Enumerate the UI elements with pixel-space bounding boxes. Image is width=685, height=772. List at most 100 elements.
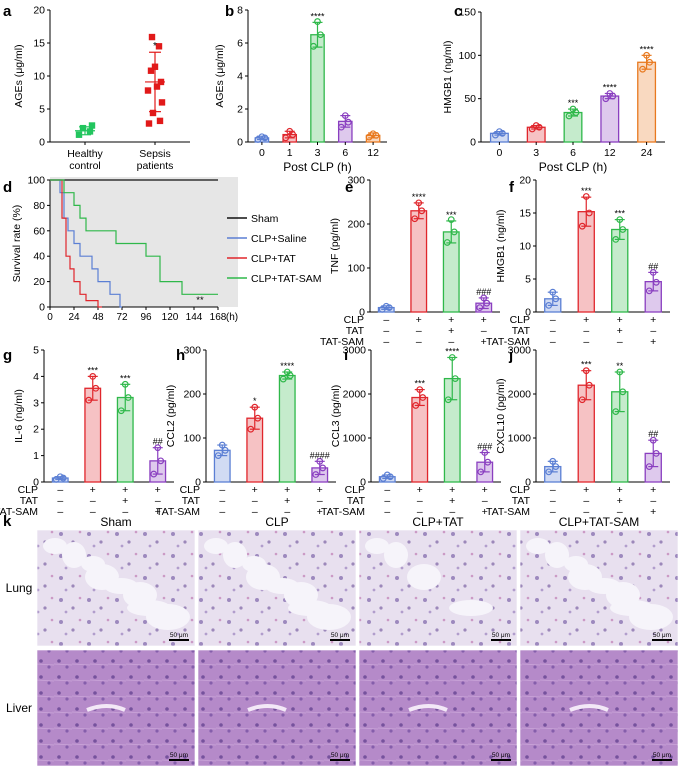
significance-label: ## [153,437,163,447]
data-point [279,375,287,383]
data-point [412,402,420,409]
data-point [154,444,162,452]
data-point [337,123,345,131]
treatment-row-label: TAT [346,325,365,337]
data-point [639,65,646,73]
treatment-row-label: CLP [510,314,530,326]
scale-bar-label: 50 μm [492,632,510,639]
data-point [578,222,586,230]
micrograph-lung-1: 50 μm [197,529,357,647]
scale-bar-label: 50 μm [331,632,349,639]
data-point [496,128,503,136]
y-tick-label: 200 [183,389,201,401]
data-point [89,373,97,380]
treatment-sign: + [650,506,656,518]
treatment-sign: – [417,495,423,507]
data-point [477,468,485,476]
data-point [483,299,491,307]
data-point [565,112,573,120]
data-point [156,117,164,125]
treatment-sign: + [583,484,589,496]
data-point [319,464,327,472]
data-point [645,463,653,471]
y-tick-label: 0 [525,477,531,489]
treatment-sign: – [384,506,390,518]
chart-b: 0 2 4 6 8 AGEs (μg/ml) b **** 0 1 3 6 12 Post CLP (h) [214,3,387,174]
data-point [148,33,156,41]
x-tick-label: Sepsis [139,148,171,160]
data-point [149,109,157,117]
x-tick-label: 120 [162,312,179,323]
treatment-sign: – [448,336,454,348]
y-tick-label: 0 [360,477,366,489]
treatment-sign: – [416,336,422,348]
treatment-sign: + [482,484,488,496]
x-tick-label: Healthy [67,148,103,160]
treatment-sign: + [449,495,455,507]
treatment-sign: + [617,484,623,496]
image-border [519,649,679,767]
bar [411,396,429,483]
data-point [158,99,166,106]
significance-label: **** [603,82,618,92]
data-point [121,380,129,388]
alveolar-space [629,604,673,630]
x-tick-label: 48 [92,312,104,323]
treatment-sign: – [583,495,589,507]
y-tick-label: 0 [39,137,45,149]
treatment-sign: – [383,336,389,348]
treatment-sign: + [617,325,623,337]
y-tick-label: 40 [33,251,45,263]
y-axis-label: CCL3 (pg/ml) [330,385,342,447]
chart-d: 0 20 40 60 80 100 Survival rate (%) d 0 24 48 72 96 1… [3,175,322,324]
image-border [197,529,357,647]
data-point [545,468,553,476]
data-point [582,367,590,375]
treatment-sign: + [155,506,161,518]
x-tick-label: 12 [367,147,379,159]
data-point [85,396,93,404]
data-point [157,457,165,465]
y-tick-label: 2 [237,104,243,116]
y-tick-label: 0 [470,137,476,149]
data-point [549,457,557,465]
alveolar-space [407,564,441,590]
treatment-row-label: TAT [512,495,531,507]
treatment-row-label: CLP [180,484,200,496]
treatment-sign: – [617,506,623,518]
treatment-sign: – [252,495,258,507]
x-tick-label: 144 [186,312,203,323]
y-tick-label: 0 [237,137,243,149]
image-border [36,529,196,647]
treatment-sign: – [482,495,488,507]
panel-label: c [454,3,462,20]
treatment-sign: – [122,506,128,518]
scale-bar-label: 50 μm [492,752,510,759]
treatment-sign: + [284,495,290,507]
treatment-sign: + [650,484,656,496]
x-tick-label: 168 [210,312,227,323]
panel-label: g [3,347,12,364]
x-axis-label: Post CLP (h) [283,160,351,174]
treatment-sign: – [383,325,389,337]
y-tick-label: 150 [458,7,476,19]
data-point [286,127,294,135]
treatment-sign: – [650,325,656,337]
treatment-sign: + [416,314,422,326]
data-point [443,239,451,246]
micrograph-lung-0: 50 μm [36,529,196,647]
x-tick-label: 6 [570,147,576,159]
panel-label: e [345,179,353,196]
survival-line [50,179,218,295]
data-point [649,436,657,444]
micrograph-liver-0: 50 μm [36,649,196,767]
treatment-sign: – [550,484,556,496]
significance-label: * [253,396,257,406]
data-point [450,228,458,236]
data-point [447,216,455,224]
alveolar-space [242,556,266,572]
